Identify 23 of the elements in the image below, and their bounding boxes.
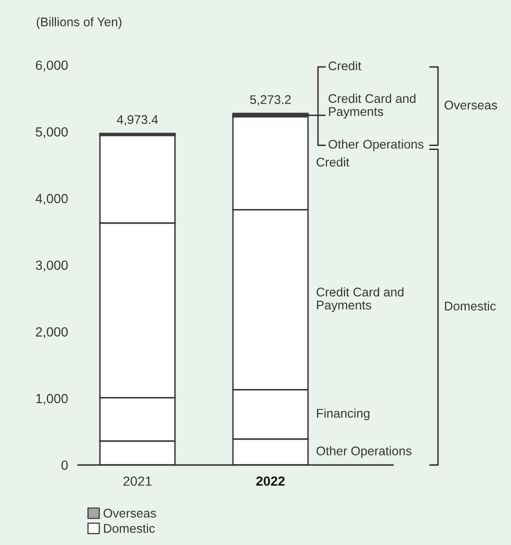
- legend-label: Overseas: [104, 508, 156, 518]
- annotation: Credit Card and Payments: [316, 287, 404, 312]
- y-tick-label: 6,000: [36, 60, 68, 72]
- y-axis-title: (Billions of Yen): [36, 17, 122, 29]
- annotation: Financing: [317, 408, 370, 420]
- y-tick-label: 2,000: [36, 327, 68, 338]
- x-tick-label: 2021: [123, 476, 152, 486]
- text: Domestic: [445, 301, 496, 311]
- total-label: 4,973.4: [116, 115, 158, 126]
- x-tick-label: 2022: [256, 476, 285, 486]
- y-tick-label: 3,000: [36, 260, 68, 272]
- y-tick-label: 0: [61, 460, 68, 470]
- y-tick-label: 5,000: [36, 127, 68, 138]
- y-tick-label: 1,000: [36, 394, 68, 405]
- annotation: Credit: [316, 157, 350, 167]
- annotation: Other Operations: [328, 139, 424, 152]
- annotation: Credit: [328, 61, 362, 70]
- total-label: 5,273.2: [250, 95, 291, 106]
- annotation: Other Operations: [316, 446, 412, 458]
- legend-label: Domestic: [104, 524, 155, 533]
- y-tick-label: 4,000: [36, 194, 68, 205]
- annotation: Credit Card and Payments: [328, 94, 416, 118]
- text: Overseas: [444, 100, 498, 110]
